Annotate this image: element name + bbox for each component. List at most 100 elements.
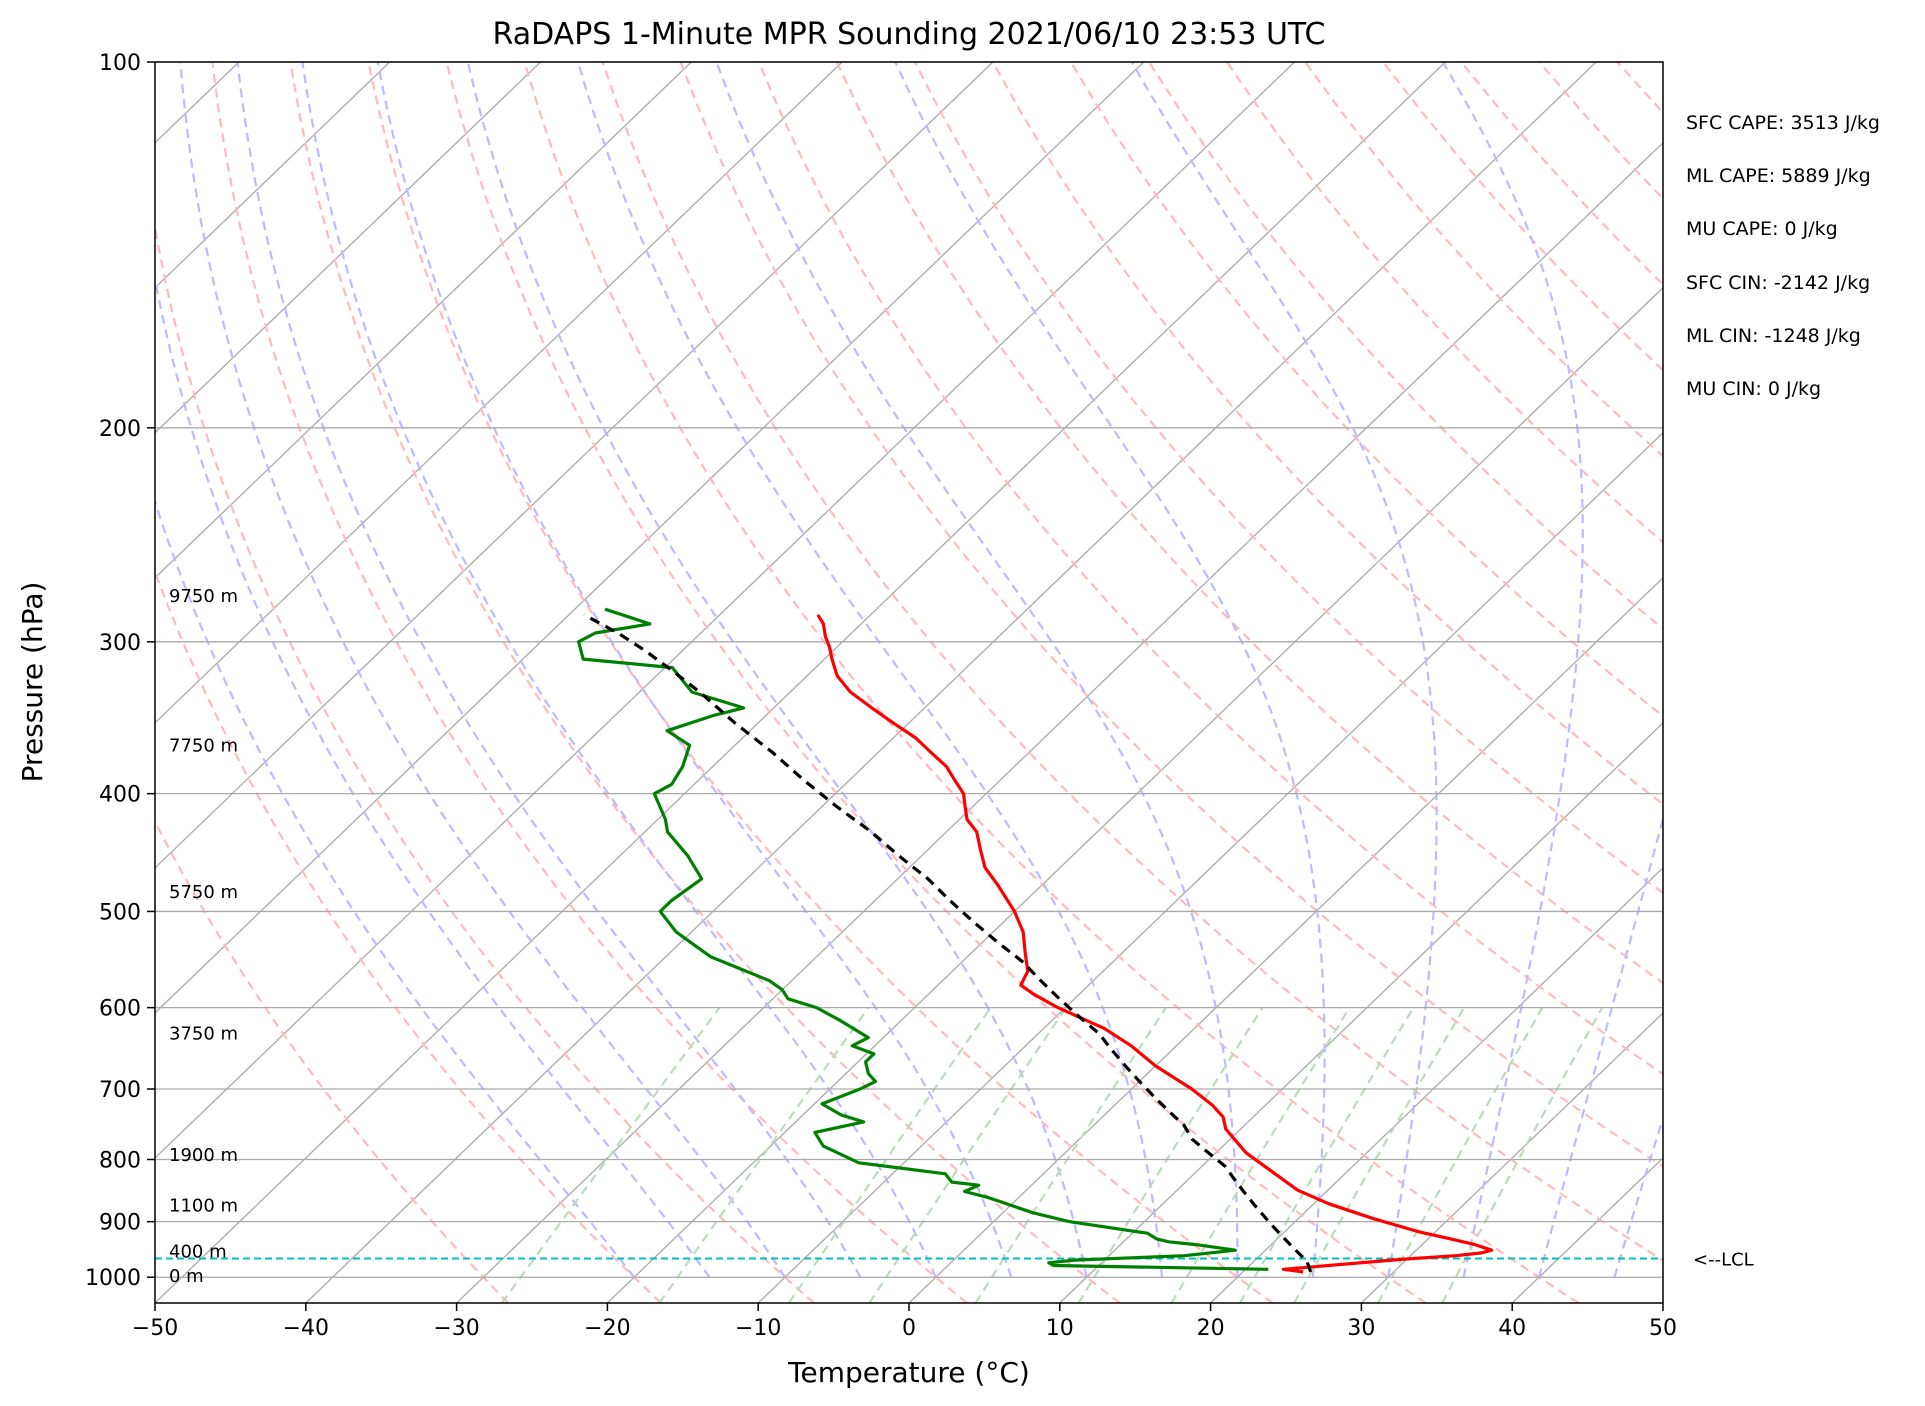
y-tick-label: 300 — [99, 631, 141, 656]
x-tick-label: −10 — [735, 1316, 781, 1341]
isotherm-line — [1360, 1012, 1663, 1303]
isotherm-line — [757, 431, 1663, 1303]
height-label: 1100 m — [169, 1196, 238, 1217]
dry-adiabat — [155, 819, 509, 1303]
moist-adiabat — [894, 62, 1326, 1278]
y-tick-label: 600 — [99, 997, 141, 1022]
lcl-label: <--LCL — [1693, 1249, 1754, 1270]
dry-adiabat — [1538, 62, 1663, 201]
y-tick-label: 200 — [99, 417, 141, 442]
height-label: 400 m — [169, 1241, 227, 1262]
temperature-trace — [816, 613, 1494, 1274]
plot-frame — [154, 61, 1664, 1304]
dry-adiabat — [757, 62, 1663, 1076]
isotherm-line — [155, 62, 391, 289]
x-tick-label: 50 — [1649, 1316, 1677, 1341]
dry-adiabat — [367, 62, 1274, 1303]
moist-adiabat — [1613, 1114, 1663, 1278]
dry-adiabat — [1852, 62, 1925, 1303]
pressure-gridlines — [155, 61, 1663, 1278]
stat-mu-cape: MU CAPE: 0 J/kg — [1686, 218, 1838, 240]
isotherm-line — [1210, 866, 1663, 1303]
dry-adiabat — [523, 62, 1580, 1303]
dry-adiabat — [1460, 62, 1663, 286]
moist-adiabat — [155, 273, 711, 1278]
height-labels: 9750 m 7750 m 5750 m 3750 m 1900 m 1100 m 400 … — [169, 586, 238, 1287]
isotherm-line — [155, 62, 1446, 1303]
stat-ml-cape: ML CAPE: 5889 J/kg — [1686, 165, 1871, 187]
mixing-ratio-line — [868, 1006, 1068, 1303]
chart-title: RaDAPS 1-Minute MPR Sounding 2021/06/10 … — [493, 17, 1326, 52]
y-tick-label: 100 — [99, 51, 141, 76]
dry-adiabat — [1069, 62, 1663, 718]
moist-adiabat — [576, 62, 1164, 1278]
mixing-ratio-line — [658, 1006, 870, 1303]
x-tick-label: −40 — [283, 1316, 329, 1341]
x-tick-label: 40 — [1498, 1316, 1526, 1341]
height-label: 5750 m — [169, 882, 238, 903]
isotherm-line — [606, 286, 1663, 1303]
moist-adiabat — [301, 62, 937, 1278]
dry-adiabat — [155, 569, 662, 1303]
x-axis: −50 −40 −30 −20 −10 0 10 20 30 40 50 — [132, 1303, 1677, 1341]
mixing-ratio-line — [974, 1007, 1167, 1303]
dry-adiabat — [1148, 62, 1663, 631]
dry-adiabat — [835, 62, 1663, 985]
isotherm-line — [155, 62, 843, 724]
stats-panel: SFC CAPE: 3513 J/kg ML CAPE: 5889 J/kg M… — [1686, 112, 1880, 400]
height-label: 7750 m — [169, 735, 238, 756]
sounding-traces — [577, 607, 1494, 1274]
stat-mu-cin: MU CIN: 0 J/kg — [1686, 378, 1821, 400]
y-tick-label: 500 — [99, 900, 141, 925]
moist-adiabat — [155, 498, 636, 1278]
mixing-ratio-line — [788, 1006, 992, 1303]
x-tick-label: −30 — [433, 1316, 479, 1341]
height-label: 1900 m — [169, 1145, 238, 1166]
dry-adiabat — [211, 62, 968, 1303]
isotherm-line — [1059, 721, 1663, 1303]
isotherm-line — [155, 62, 692, 579]
x-axis-label: Temperature (°C) — [787, 1356, 1030, 1389]
y-tick-label: 400 — [99, 783, 141, 808]
stat-sfc-cape: SFC CAPE: 3513 J/kg — [1686, 112, 1880, 134]
mixing-ratio-line — [501, 1006, 721, 1303]
x-tick-label: −50 — [132, 1316, 178, 1341]
mixing-ratio-line — [1238, 1007, 1415, 1303]
dry-adiabat — [155, 221, 815, 1303]
moist-adiabat — [466, 62, 1088, 1278]
mixing-ratio-line — [1170, 1007, 1351, 1303]
moist-adiabat — [715, 62, 1239, 1278]
isotherm-line — [155, 62, 541, 434]
isotherm-line — [155, 62, 994, 869]
dewpoint-trace — [577, 607, 1269, 1271]
dry-adiabat — [1382, 62, 1663, 372]
dry-adiabat — [913, 62, 1663, 895]
x-tick-label: 30 — [1347, 1316, 1375, 1341]
isotherm-line — [155, 62, 1145, 1014]
mixing-ratio-line — [1077, 1007, 1264, 1303]
y-axis-label: Pressure (hPa) — [16, 582, 49, 783]
x-tick-label: 10 — [1046, 1316, 1074, 1341]
isotherm-line — [908, 576, 1663, 1303]
isotherm-line — [1662, 1302, 1663, 1303]
moist-adiabat — [376, 62, 1013, 1278]
height-label: 9750 m — [169, 586, 238, 607]
isotherm-line — [305, 62, 1597, 1303]
isotherm-line — [155, 62, 1295, 1159]
y-tick-label: 800 — [99, 1148, 141, 1173]
parcel-trace — [583, 613, 1313, 1273]
dry-adiabat — [1226, 62, 1663, 544]
stat-sfc-cin: SFC CIN: -2142 J/kg — [1686, 272, 1870, 294]
moist-adiabat — [1441, 62, 1584, 1278]
moist-adiabat — [1130, 62, 1438, 1278]
dry-adiabat — [679, 62, 1663, 1168]
y-tick-label: 1000 — [85, 1266, 141, 1291]
x-tick-label: −20 — [584, 1316, 630, 1341]
isotherm-line — [456, 141, 1663, 1303]
x-tick-label: 20 — [1197, 1316, 1225, 1341]
y-tick-label: 700 — [99, 1078, 141, 1103]
x-tick-label: 0 — [902, 1316, 916, 1341]
height-label: 3750 m — [169, 1023, 238, 1044]
y-tick-label: 900 — [99, 1211, 141, 1236]
